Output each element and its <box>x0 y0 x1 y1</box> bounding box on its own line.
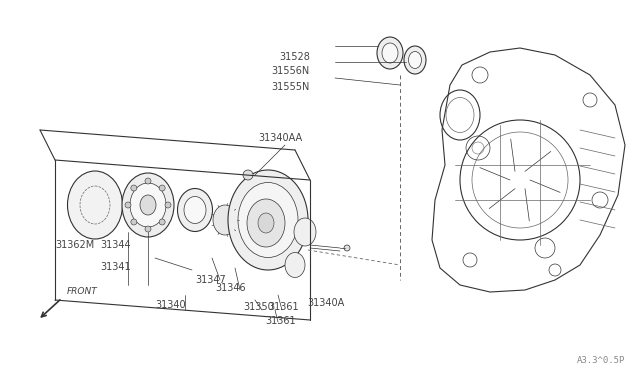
Circle shape <box>145 178 151 184</box>
Text: 31341: 31341 <box>100 262 131 272</box>
Circle shape <box>145 226 151 232</box>
Text: 31528: 31528 <box>279 52 310 62</box>
Text: 31340A: 31340A <box>307 298 344 308</box>
Ellipse shape <box>408 51 422 68</box>
Ellipse shape <box>122 173 174 237</box>
Text: 31344: 31344 <box>100 240 131 250</box>
Ellipse shape <box>238 183 298 257</box>
Ellipse shape <box>140 195 156 215</box>
Ellipse shape <box>228 170 308 270</box>
Text: FRONT: FRONT <box>67 287 98 296</box>
Ellipse shape <box>213 205 237 235</box>
Ellipse shape <box>130 183 166 227</box>
Ellipse shape <box>285 253 305 278</box>
Ellipse shape <box>177 189 212 231</box>
Text: 31347: 31347 <box>195 275 226 285</box>
Ellipse shape <box>258 213 274 233</box>
Ellipse shape <box>67 171 122 239</box>
Circle shape <box>344 245 350 251</box>
Text: 31340: 31340 <box>155 300 186 310</box>
Ellipse shape <box>377 37 403 69</box>
Text: 31346: 31346 <box>215 283 246 293</box>
Text: 31556N: 31556N <box>272 66 310 76</box>
Text: 31555N: 31555N <box>271 82 310 92</box>
Text: 31361: 31361 <box>268 302 299 312</box>
Text: A3.3^0.5P: A3.3^0.5P <box>577 356 625 365</box>
Circle shape <box>125 202 131 208</box>
Ellipse shape <box>247 199 285 247</box>
Ellipse shape <box>404 46 426 74</box>
Circle shape <box>131 219 137 225</box>
Circle shape <box>243 170 253 180</box>
Text: 31361: 31361 <box>265 316 296 326</box>
Text: 31340AA: 31340AA <box>258 133 302 143</box>
Ellipse shape <box>184 196 206 224</box>
Ellipse shape <box>294 218 316 246</box>
Circle shape <box>165 202 171 208</box>
Circle shape <box>131 185 137 191</box>
Circle shape <box>159 185 165 191</box>
Text: 31362M: 31362M <box>56 240 95 250</box>
Circle shape <box>159 219 165 225</box>
Text: 31350: 31350 <box>243 302 274 312</box>
Ellipse shape <box>382 43 398 63</box>
